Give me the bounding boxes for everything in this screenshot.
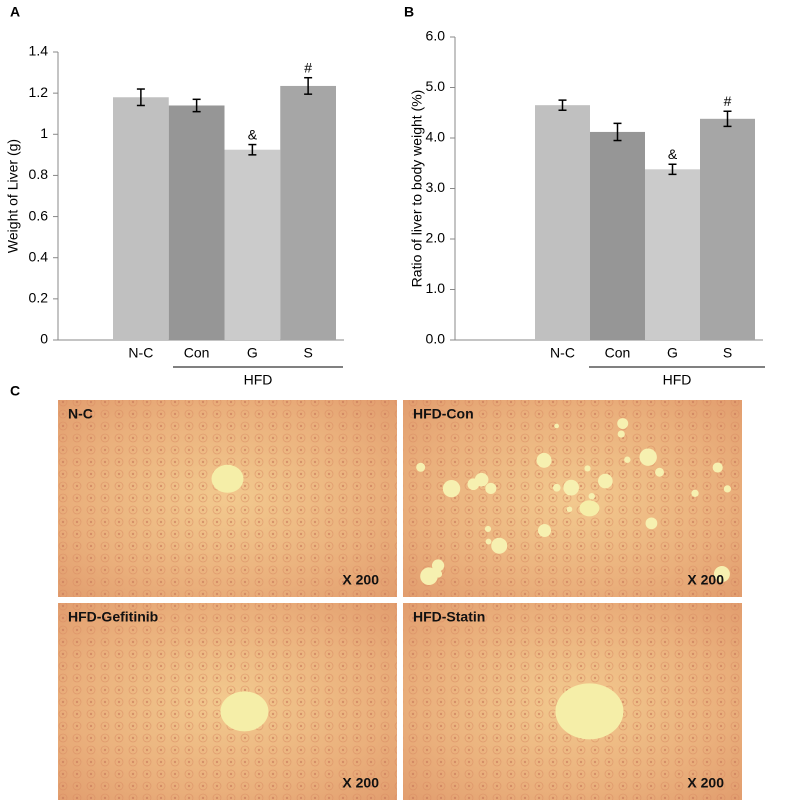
vein	[579, 500, 600, 517]
x-tick-label: N-C	[550, 345, 575, 361]
lipid-droplet	[624, 456, 631, 463]
lipid-droplet	[537, 523, 552, 538]
image-magnification: X 200	[342, 572, 379, 588]
lipid-droplet	[536, 452, 552, 468]
y-tick-label: 3.0	[426, 179, 446, 195]
error-bar	[613, 122, 622, 142]
lipid-droplet	[431, 559, 445, 572]
lipid-droplet	[598, 473, 613, 489]
panel-label: B	[404, 4, 414, 20]
error-bar	[558, 99, 567, 111]
lipid-droplet	[639, 448, 657, 466]
lipid-droplet	[712, 462, 723, 473]
bar	[168, 105, 225, 340]
y-axis-title: Weight of Liver (g)	[5, 139, 21, 253]
bar	[113, 97, 169, 340]
x-tick-label: N-C	[128, 345, 153, 361]
x-tick-label: G	[247, 345, 258, 361]
x-tick-label: Con	[605, 345, 631, 361]
error-bar	[136, 88, 145, 107]
annotation: &	[668, 146, 678, 162]
image-magnification: X 200	[687, 572, 724, 588]
lipid-droplet	[645, 517, 658, 530]
vein	[211, 464, 244, 493]
lipid-droplet	[691, 489, 699, 497]
y-tick-label: 1.2	[29, 84, 49, 100]
panel-label: C	[10, 383, 20, 399]
cell-texture	[58, 400, 397, 597]
error-bar	[192, 98, 201, 113]
lipid-droplet	[485, 482, 497, 494]
y-tick-label: 0.6	[29, 207, 49, 223]
group-label: HFD	[244, 372, 273, 388]
error-bar	[304, 76, 313, 95]
image-magnification: X 200	[342, 775, 379, 791]
lipid-droplet	[713, 566, 730, 583]
lipid-droplet	[474, 472, 489, 487]
cell-texture	[403, 400, 742, 597]
image-label: HFD-Gefitinib	[68, 609, 158, 625]
image-label: HFD-Con	[413, 406, 474, 422]
y-tick-label: 0	[40, 331, 48, 347]
x-tick-label: S	[303, 345, 312, 361]
y-tick-label: 0.8	[29, 166, 49, 182]
panel-label: A	[10, 4, 20, 20]
y-tick-label: 2.0	[426, 230, 446, 246]
lipid-droplet	[563, 479, 580, 496]
group-label: HFD	[663, 372, 692, 388]
lipid-droplet	[723, 485, 732, 493]
lipid-droplet	[420, 567, 438, 586]
lipid-droplet	[552, 483, 561, 492]
error-bar	[248, 143, 257, 156]
annotation: #	[724, 93, 732, 109]
bar	[224, 149, 281, 340]
lipid-droplet	[485, 538, 492, 545]
vein	[220, 691, 269, 732]
lipid-droplet	[588, 493, 596, 500]
error-bar	[723, 110, 732, 128]
lipid-droplet	[442, 479, 461, 498]
bar	[645, 169, 700, 340]
image-magnification: X 200	[687, 775, 724, 791]
y-tick-label: 6.0	[426, 28, 446, 44]
lipid-droplet	[416, 462, 426, 472]
image-label: HFD-Statin	[413, 609, 485, 625]
error-bar	[668, 163, 677, 176]
y-tick-label: 0.4	[29, 248, 49, 264]
histology-images: N-C X 200 HFD-Con X 200 HFD-Gefitinib X 200 HF…	[58, 400, 742, 800]
y-tick-label: 4.0	[426, 129, 446, 145]
lipid-droplet	[484, 525, 492, 533]
bar	[590, 131, 645, 340]
lipid-droplet	[584, 465, 591, 472]
lipid-droplet	[434, 570, 443, 578]
y-tick-label: 0.0	[426, 331, 446, 347]
lipid-droplet	[554, 423, 560, 429]
y-tick-label: 0.2	[29, 290, 49, 306]
y-tick-label: 5.0	[426, 78, 446, 94]
lipid-droplet	[617, 430, 625, 438]
y-tick-label: 1.4	[29, 43, 49, 59]
lipid-droplet	[566, 506, 573, 513]
bar	[280, 85, 336, 340]
image-label: N-C	[68, 406, 93, 422]
x-tick-label: S	[723, 345, 732, 361]
bar	[700, 118, 755, 340]
x-tick-label: G	[667, 345, 678, 361]
bar	[535, 105, 590, 340]
x-tick-label: Con	[184, 345, 210, 361]
y-axis-title: Ratio of liver to body weight (%)	[409, 90, 425, 288]
y-tick-label: 1.0	[426, 280, 446, 296]
annotation: #	[304, 59, 312, 75]
y-tick-label: 1	[40, 125, 48, 141]
annotation: &	[248, 126, 258, 142]
vein	[555, 683, 624, 740]
lipid-droplet	[655, 467, 664, 477]
lipid-droplet	[491, 537, 508, 554]
lipid-droplet	[617, 418, 629, 430]
